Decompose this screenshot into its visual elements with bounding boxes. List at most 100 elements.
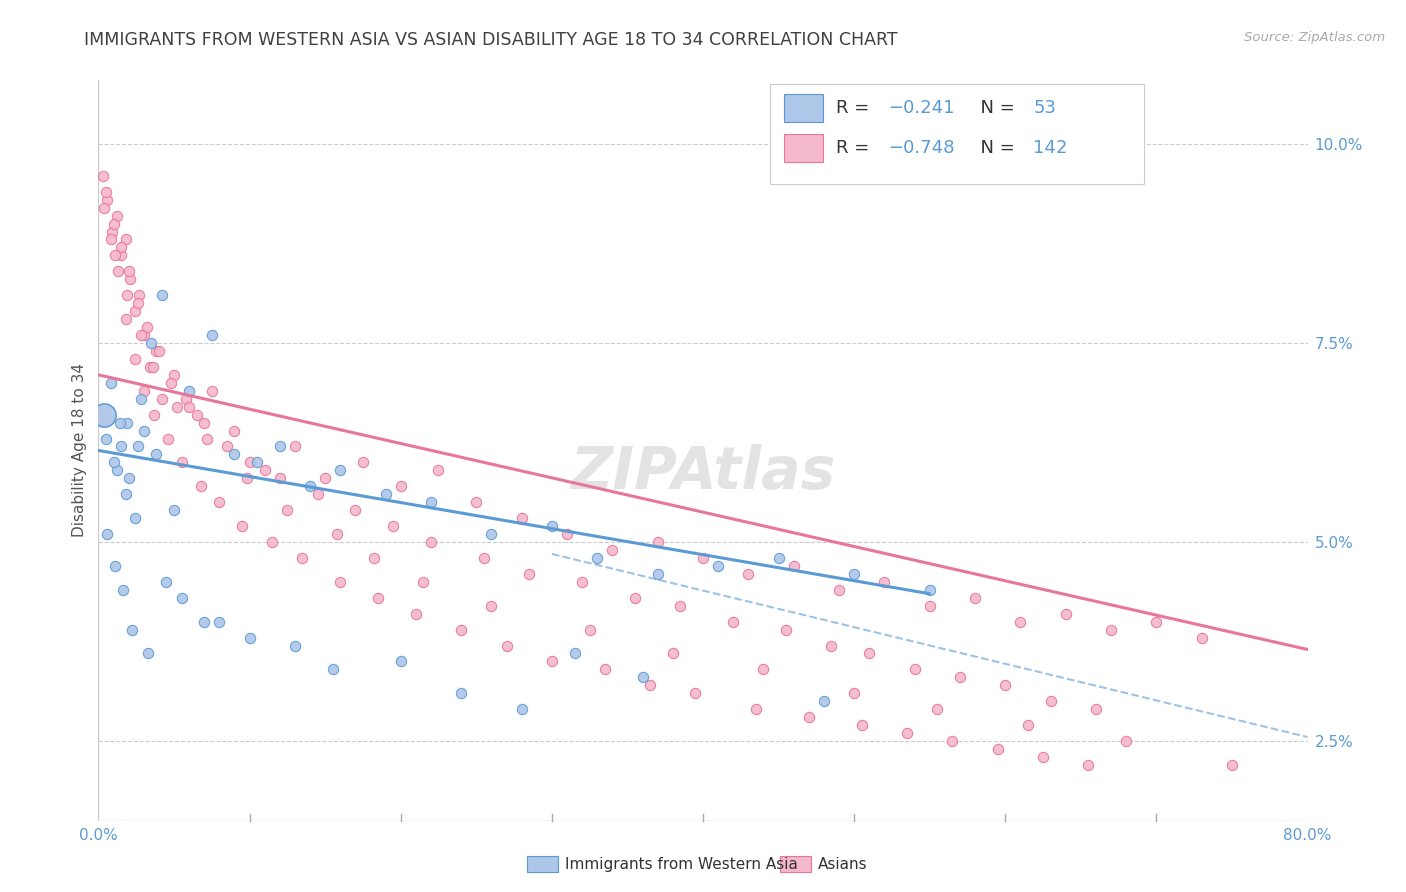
Text: Asians: Asians: [818, 857, 868, 871]
Point: [215, 440, 238, 454]
Point: [136, 647, 159, 661]
Point: [299, 479, 322, 493]
Point: [262, 535, 284, 549]
Point: [692, 550, 714, 565]
Point: [1032, 750, 1054, 764]
Point: [322, 662, 344, 676]
Point: [540, 655, 562, 669]
Point: [94, 432, 117, 446]
Point: [624, 591, 647, 605]
Point: [965, 591, 987, 605]
Point: [224, 424, 246, 438]
Point: [1099, 623, 1122, 637]
Point: [115, 416, 138, 430]
Point: [127, 296, 149, 310]
Point: [135, 320, 157, 334]
Point: [155, 574, 177, 589]
Point: [1115, 734, 1137, 748]
Point: [367, 591, 389, 605]
Point: [329, 574, 352, 589]
Point: [363, 550, 385, 565]
Point: [231, 519, 253, 533]
Point: [163, 368, 186, 382]
Point: [179, 384, 201, 398]
Point: [166, 400, 188, 414]
Point: [114, 487, 136, 501]
Point: [121, 623, 143, 637]
Point: [941, 734, 963, 748]
Point: [235, 471, 257, 485]
Point: [132, 328, 155, 343]
Point: [110, 440, 132, 454]
Point: [246, 455, 269, 469]
Point: [344, 503, 367, 517]
Point: [269, 471, 291, 485]
Point: [450, 686, 472, 700]
Point: [124, 304, 146, 318]
Point: [904, 662, 927, 676]
Text: −0.241: −0.241: [889, 99, 955, 118]
Point: [420, 535, 443, 549]
Point: [374, 487, 396, 501]
Point: [481, 599, 503, 613]
Point: [1054, 607, 1077, 621]
Point: [124, 511, 146, 525]
Point: [1010, 615, 1032, 629]
Point: [844, 686, 866, 700]
Point: [412, 574, 434, 589]
Point: [132, 424, 155, 438]
Point: [1039, 694, 1062, 708]
Point: [96, 527, 118, 541]
Point: [918, 599, 941, 613]
Point: [129, 392, 152, 406]
Point: [647, 535, 669, 549]
Point: [723, 615, 745, 629]
Point: [110, 240, 132, 254]
Point: [314, 471, 336, 485]
Point: [661, 647, 683, 661]
Point: [517, 566, 540, 581]
Text: 53: 53: [1033, 99, 1056, 118]
Point: [578, 623, 600, 637]
Point: [828, 582, 851, 597]
Point: [170, 455, 193, 469]
Point: [450, 623, 472, 637]
Point: [115, 288, 138, 302]
Point: [669, 599, 692, 613]
Point: [150, 288, 173, 302]
Point: [797, 710, 820, 724]
Point: [103, 217, 125, 231]
Text: N =: N =: [969, 99, 1021, 118]
Point: [382, 519, 405, 533]
Point: [291, 550, 314, 565]
Point: [1146, 615, 1168, 629]
Point: [201, 328, 224, 343]
Point: [745, 702, 768, 716]
Point: [208, 495, 231, 509]
Point: [593, 662, 616, 676]
Point: [858, 647, 880, 661]
Point: [1085, 702, 1108, 716]
Point: [389, 655, 412, 669]
Point: [820, 639, 842, 653]
Point: [101, 225, 124, 239]
Point: [768, 550, 790, 565]
Text: IMMIGRANTS FROM WESTERN ASIA VS ASIAN DISABILITY AGE 18 TO 34 CORRELATION CHART: IMMIGRANTS FROM WESTERN ASIA VS ASIAN DI…: [84, 31, 898, 49]
Point: [127, 440, 149, 454]
Point: [208, 615, 231, 629]
Point: [994, 678, 1017, 692]
Y-axis label: Disability Age 18 to 34: Disability Age 18 to 34: [72, 363, 87, 538]
FancyBboxPatch shape: [785, 95, 823, 122]
Point: [239, 455, 262, 469]
Point: [105, 463, 128, 477]
Point: [896, 726, 918, 740]
Point: [96, 193, 118, 207]
Point: [495, 639, 517, 653]
Point: [128, 288, 150, 302]
Legend: R = −0.241  N =  53, R = −0.748  N = 142: R = −0.241 N = 53, R = −0.748 N = 142: [828, 89, 1081, 162]
Point: [307, 487, 329, 501]
Point: [108, 416, 131, 430]
Point: [631, 670, 654, 684]
Point: [276, 503, 298, 517]
Point: [987, 742, 1010, 756]
